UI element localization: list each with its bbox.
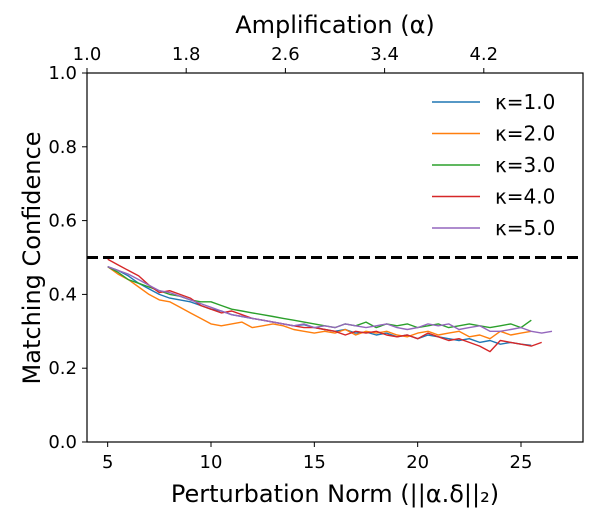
axis-ticks: 5 10 15 20 25 0.0 0.2 0.4 0.6 0.8 1.01.0 1.8 2.6 3.4 4… <box>48 44 532 473</box>
plot-area <box>86 72 584 443</box>
y-axis-title: Matching Confidence <box>18 132 46 385</box>
series-line-5 <box>107 266 553 334</box>
x-tick-label: 10 <box>200 452 223 473</box>
y-tick-label: 1.0 <box>48 63 77 84</box>
y-tick-label: 0.2 <box>48 358 77 379</box>
top-tick-label: 2.6 <box>271 44 300 65</box>
top-tick-label: 4.2 <box>469 44 498 65</box>
legend: κ=1.0 κ=2.0 κ=3.0 κ=4.0 κ=5.0 <box>432 90 555 240</box>
x-axis-title: Perturbation Norm (||α.δ||₂) <box>171 480 499 508</box>
y-tick-label: 0.4 <box>48 284 77 305</box>
plot-frame <box>86 72 584 443</box>
series-line-4 <box>107 258 542 353</box>
y-tick-label: 0.6 <box>48 211 77 232</box>
legend-label: κ=1.0 <box>495 90 555 114</box>
y-tick-label: 0.8 <box>48 137 77 158</box>
legend-label: κ=4.0 <box>495 185 555 209</box>
legend-label: κ=5.0 <box>495 216 555 240</box>
x-tick-label: 25 <box>510 452 533 473</box>
x-tick-label: 5 <box>102 452 113 473</box>
series-line-2 <box>107 266 532 340</box>
legend-label: κ=3.0 <box>495 153 555 177</box>
top-tick-label: 1.8 <box>172 44 201 65</box>
y-tick-label: 0.0 <box>48 432 77 453</box>
top-axis-title: Amplification (α) <box>235 11 435 39</box>
top-tick-label: 1.0 <box>73 44 102 65</box>
top-tick-label: 3.4 <box>370 44 399 65</box>
x-tick-label: 15 <box>303 452 326 473</box>
legend-label: κ=2.0 <box>495 122 555 146</box>
x-tick-label: 20 <box>406 452 429 473</box>
